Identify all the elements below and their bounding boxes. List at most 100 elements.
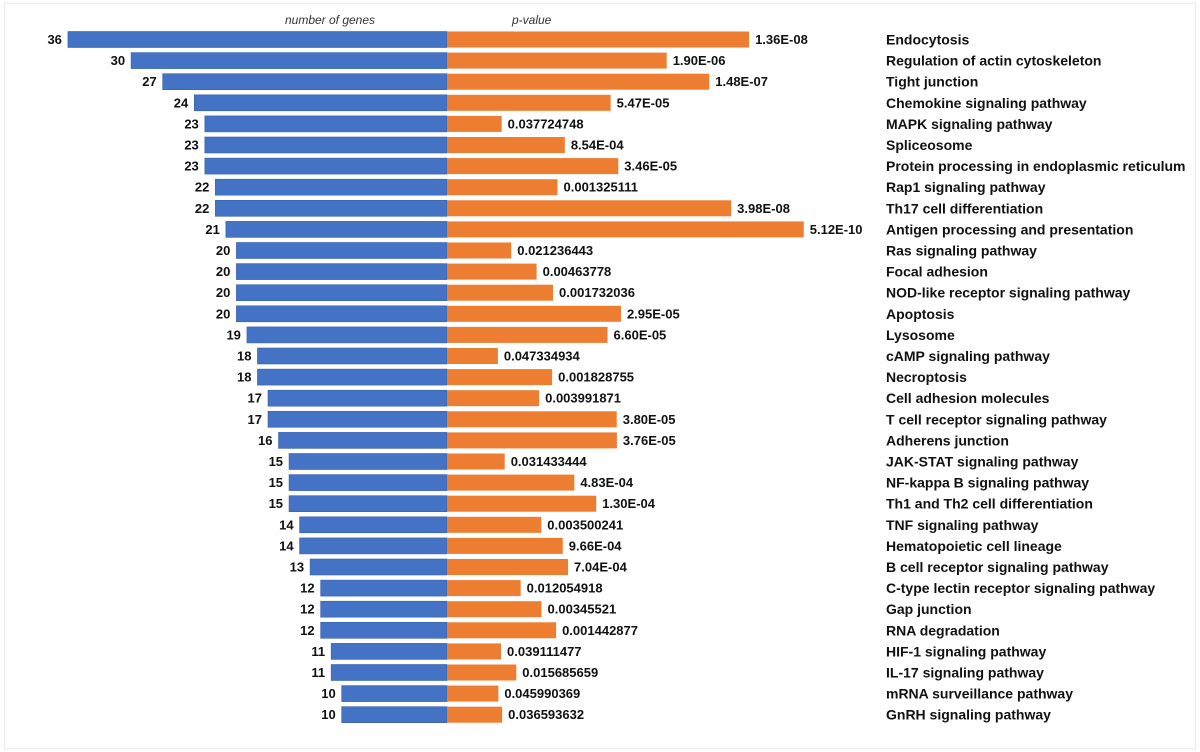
gene-count-bar xyxy=(130,52,448,69)
p-value-label: 0.036593632 xyxy=(508,707,584,722)
p-value-label: 0.015685659 xyxy=(522,665,598,680)
gene-count-label: 20 xyxy=(216,264,230,279)
p-value-bar xyxy=(447,369,553,386)
p-value-label: 9.66E-04 xyxy=(569,538,623,553)
p-value-label: 0.00463778 xyxy=(543,264,612,279)
gene-count-bar xyxy=(288,495,448,513)
pathway-label: Th1 and Th2 cell differentiation xyxy=(886,496,1093,512)
p-value-bar xyxy=(447,200,732,217)
gene-count-bar xyxy=(204,115,448,133)
gene-count-label: 11 xyxy=(311,665,325,680)
pathway-label: Focal adhesion xyxy=(886,264,988,280)
p-value-label: 3.98E-08 xyxy=(737,201,790,216)
gene-count-label: 36 xyxy=(47,32,61,47)
p-value-bar xyxy=(447,580,521,597)
p-value-label: 5.12E-10 xyxy=(810,222,863,237)
gene-count-label: 15 xyxy=(269,454,283,469)
p-value-bar xyxy=(447,643,502,660)
gene-count-bar xyxy=(236,305,448,323)
p-value-bar xyxy=(447,284,554,301)
pathway-label: Gap junction xyxy=(886,601,972,617)
p-value-bar xyxy=(447,137,565,153)
pathway-label: Adherens junction xyxy=(886,432,1009,448)
gene-count-label: 18 xyxy=(237,349,251,364)
gene-count-label: 11 xyxy=(311,644,325,659)
p-value-bar xyxy=(447,305,621,322)
pathway-label: JAK-STAT signaling pathway xyxy=(886,454,1079,470)
p-value-bar xyxy=(447,73,710,90)
pathway-label: HIF-1 signaling pathway xyxy=(886,643,1046,659)
pathway-label: Endocytosis xyxy=(886,32,969,48)
p-value-label: 0.021236443 xyxy=(517,243,593,258)
gene-count-bar xyxy=(246,326,448,344)
gene-count-bar xyxy=(341,685,448,702)
gene-count-bar xyxy=(257,347,448,365)
gene-count-bar xyxy=(309,558,448,576)
gene-count-bar xyxy=(257,368,448,386)
gene-count-bar xyxy=(320,621,448,639)
p-value-bar xyxy=(447,390,540,407)
pathway-label: Rap1 signaling pathway xyxy=(886,179,1046,195)
p-value-label: 0.001828755 xyxy=(558,370,634,385)
p-value-bar xyxy=(447,158,619,175)
p-value-bar xyxy=(447,516,542,533)
p-value-bar xyxy=(447,432,617,449)
pathway-label: T cell receptor signaling pathway xyxy=(886,411,1107,427)
gene-count-bar xyxy=(204,136,448,154)
pathway-label: Cell adhesion molecules xyxy=(886,390,1050,406)
gene-count-bars xyxy=(67,31,448,724)
p-value-label: 3.76E-05 xyxy=(623,433,676,448)
p-value-label: 3.46E-05 xyxy=(624,159,677,174)
p-value-bar xyxy=(447,115,502,132)
p-value-label: 0.031433444 xyxy=(511,454,588,469)
gene-count-label: 12 xyxy=(300,623,314,638)
p-value-label: 7.04E-04 xyxy=(574,560,628,575)
pathway-label: TNF signaling pathway xyxy=(886,517,1039,533)
pathway-label: Protein processing in endoplasmic reticu… xyxy=(886,158,1186,174)
gene-count-bar xyxy=(320,600,448,618)
gene-count-label: 14 xyxy=(279,517,294,532)
pathway-label: NOD-like receptor signaling pathway xyxy=(886,285,1130,301)
gene-count-label: 22 xyxy=(195,201,209,216)
p-value-label: 3.80E-05 xyxy=(623,412,676,427)
pathway-label: Apoptosis xyxy=(886,306,955,322)
pathway-label: Ras signaling pathway xyxy=(886,243,1037,259)
p-value-label: 0.037724748 xyxy=(508,116,584,131)
p-value-bar xyxy=(447,664,517,681)
gene-count-bar xyxy=(267,389,448,407)
gene-count-bar xyxy=(330,643,448,660)
gene-count-bar xyxy=(236,284,448,302)
gene-count-label: 20 xyxy=(216,243,230,258)
gene-count-bar xyxy=(288,474,448,491)
pathway-labels: Endocytosis Regulation of actin cytoskele… xyxy=(886,32,1186,723)
gene-count-label: 23 xyxy=(184,138,198,153)
gene-count-label: 19 xyxy=(226,327,240,342)
gene-count-label: 20 xyxy=(216,285,230,300)
p-value-label: 2.95E-05 xyxy=(627,306,680,321)
p-value-bar xyxy=(447,706,503,723)
gene-count-label: 30 xyxy=(111,53,125,68)
p-value-bar xyxy=(447,52,667,69)
p-value-bar xyxy=(447,495,597,512)
gene-count-bar xyxy=(330,664,448,681)
p-value-bar xyxy=(447,94,611,111)
p-value-label: 1.30E-04 xyxy=(602,496,656,511)
p-value-label: 0.047334934 xyxy=(504,349,581,364)
p-value-bar xyxy=(447,179,558,196)
p-value-bar xyxy=(447,622,557,639)
pathway-label: Lysosome xyxy=(886,327,955,343)
pathway-label: C-type lectin receptor signaling pathway xyxy=(886,580,1155,596)
p-value-bar xyxy=(447,601,542,618)
gene-count-label: 17 xyxy=(248,412,262,427)
pathway-label: Th17 cell differentiation xyxy=(886,200,1043,216)
gene-count-labels: 36 30 27 24 23 23 23 22 22 21 20 20 20 20 19 18 18 17 17 16… xyxy=(47,32,335,722)
gene-count-label: 10 xyxy=(321,707,335,722)
p-value-label: 0.003500241 xyxy=(547,517,623,532)
p-value-label: 4.83E-04 xyxy=(580,475,634,490)
gene-count-bar xyxy=(204,157,448,175)
gene-count-bar xyxy=(236,242,448,259)
gene-count-label: 17 xyxy=(248,391,262,406)
p-value-bar xyxy=(447,221,804,238)
gene-count-label: 14 xyxy=(279,538,294,553)
gene-count-label: 21 xyxy=(205,222,219,237)
